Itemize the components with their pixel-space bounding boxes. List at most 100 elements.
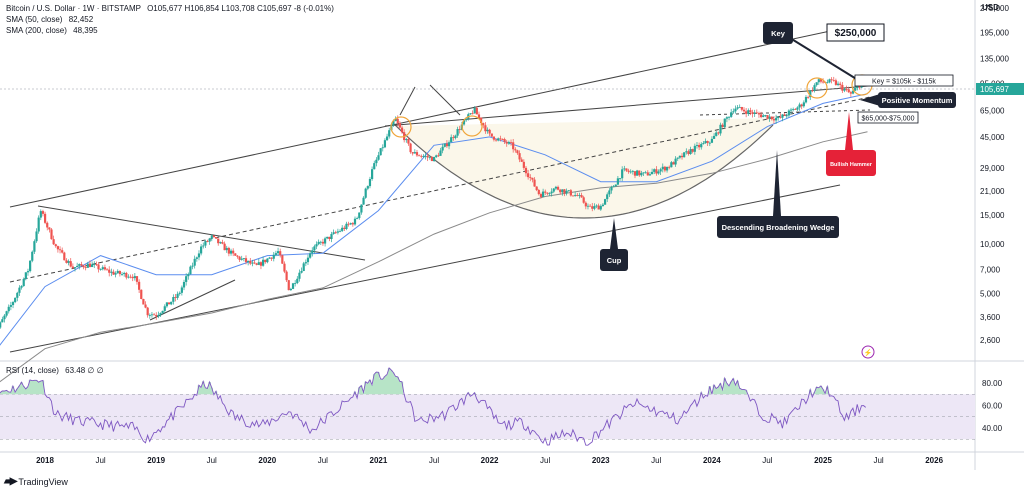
candle-body bbox=[503, 139, 506, 142]
candle-body bbox=[804, 96, 808, 103]
price-tick-label: 2,600 bbox=[980, 336, 1001, 345]
candle-body bbox=[99, 269, 102, 270]
candle-body bbox=[328, 236, 331, 239]
momentum-label-box bbox=[878, 92, 956, 108]
sma200-value: 48,395 bbox=[73, 26, 98, 35]
candle-body bbox=[5, 311, 8, 316]
candle-body bbox=[351, 223, 354, 225]
sma200-legend[interactable]: SMA (200, close) 48,395 bbox=[6, 26, 98, 35]
candle-body bbox=[392, 121, 395, 125]
candle-body bbox=[185, 276, 188, 282]
candle-body bbox=[544, 191, 547, 193]
candle-body bbox=[792, 109, 795, 110]
pointer-arrow-line bbox=[429, 84, 461, 116]
candle-body bbox=[82, 265, 85, 268]
candle-body bbox=[35, 231, 38, 242]
candle-body bbox=[242, 258, 245, 259]
candle-body bbox=[691, 149, 694, 152]
candle-body bbox=[0, 322, 2, 328]
candle-body bbox=[702, 143, 705, 144]
candle-body bbox=[845, 89, 848, 90]
tradingview-logo-text: TradingView bbox=[18, 476, 68, 487]
candle-body bbox=[576, 195, 579, 196]
candle-body bbox=[150, 314, 154, 316]
candle-body bbox=[65, 260, 68, 263]
candle-body bbox=[343, 227, 346, 229]
candle-body bbox=[571, 195, 575, 197]
candle-body bbox=[582, 197, 585, 203]
time-tick-label: 2019 bbox=[147, 456, 165, 465]
candle-body bbox=[565, 190, 568, 194]
candle-body bbox=[482, 123, 485, 126]
candle-body bbox=[46, 222, 49, 228]
candle-body bbox=[554, 186, 558, 189]
sma50-value: 82,452 bbox=[68, 15, 94, 24]
sma50-legend[interactable]: SMA (50, close) 82,452 bbox=[6, 15, 93, 24]
rsi-legend[interactable]: RSI (14, close) 63.48 ∅ ∅ bbox=[6, 366, 104, 375]
support-range-box bbox=[857, 111, 919, 124]
candle-body bbox=[407, 139, 410, 144]
candle-body bbox=[411, 152, 414, 154]
candle-body bbox=[264, 259, 267, 263]
candle-body bbox=[234, 253, 237, 256]
candle-body bbox=[210, 235, 213, 239]
candle-body bbox=[249, 260, 252, 264]
candle-body bbox=[595, 205, 598, 207]
candle-body bbox=[636, 170, 639, 176]
candle-body bbox=[612, 186, 615, 188]
candle-body bbox=[69, 261, 72, 267]
candle-body bbox=[95, 264, 98, 265]
candle-body bbox=[78, 264, 81, 266]
tradingview-logo[interactable]: ▰▶ TradingView bbox=[4, 476, 68, 487]
candle-body bbox=[16, 292, 19, 298]
cup-label-pointer bbox=[610, 218, 618, 249]
candle-body bbox=[727, 116, 731, 118]
candle-body bbox=[443, 143, 446, 147]
candle-body bbox=[426, 155, 429, 158]
momentum-label-pointer bbox=[860, 94, 880, 106]
candle-body bbox=[462, 120, 466, 125]
candle-body bbox=[381, 147, 384, 149]
currency-label: USD bbox=[982, 3, 999, 12]
candle-body bbox=[174, 297, 177, 298]
candle-body bbox=[39, 211, 42, 218]
candle-body bbox=[700, 143, 703, 148]
highlight-circle bbox=[461, 115, 483, 137]
candle-body bbox=[430, 157, 434, 162]
candle-body bbox=[787, 110, 790, 116]
rsi-tick-label: 60.00 bbox=[982, 402, 1003, 411]
candle-body bbox=[43, 213, 47, 223]
highlight-circle bbox=[390, 116, 412, 138]
candle-body bbox=[244, 258, 248, 263]
candle-body bbox=[819, 79, 823, 82]
time-tick-label: Jul bbox=[95, 456, 105, 465]
candle-body bbox=[704, 141, 707, 144]
candle-body bbox=[330, 234, 333, 239]
last-price-text: 105,697 bbox=[980, 85, 1009, 94]
candle-body bbox=[447, 142, 451, 147]
candle-body bbox=[313, 246, 316, 251]
candle-body bbox=[229, 250, 233, 254]
candle-body bbox=[779, 116, 782, 118]
candle-body bbox=[559, 189, 562, 193]
candle-body bbox=[578, 195, 581, 196]
candle-body bbox=[680, 155, 684, 158]
candle-body bbox=[774, 118, 778, 121]
candle-body bbox=[383, 140, 387, 148]
candle-body bbox=[668, 166, 671, 168]
time-tick-label: 2024 bbox=[703, 456, 721, 465]
candle-body bbox=[217, 238, 220, 244]
candle-body bbox=[747, 110, 750, 114]
candle-body bbox=[836, 83, 840, 85]
candle-body bbox=[586, 205, 590, 207]
candle-body bbox=[445, 143, 449, 147]
candle-body bbox=[435, 155, 438, 157]
candle-body bbox=[777, 116, 780, 119]
candle-body bbox=[762, 115, 765, 118]
candle-body bbox=[428, 157, 431, 158]
candle-body bbox=[591, 206, 594, 209]
candle-body bbox=[223, 243, 226, 251]
candle-body bbox=[546, 192, 549, 194]
candle-body bbox=[61, 250, 64, 253]
